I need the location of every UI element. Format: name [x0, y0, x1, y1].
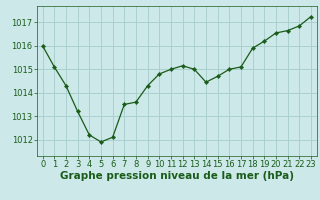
X-axis label: Graphe pression niveau de la mer (hPa): Graphe pression niveau de la mer (hPa)	[60, 171, 294, 181]
